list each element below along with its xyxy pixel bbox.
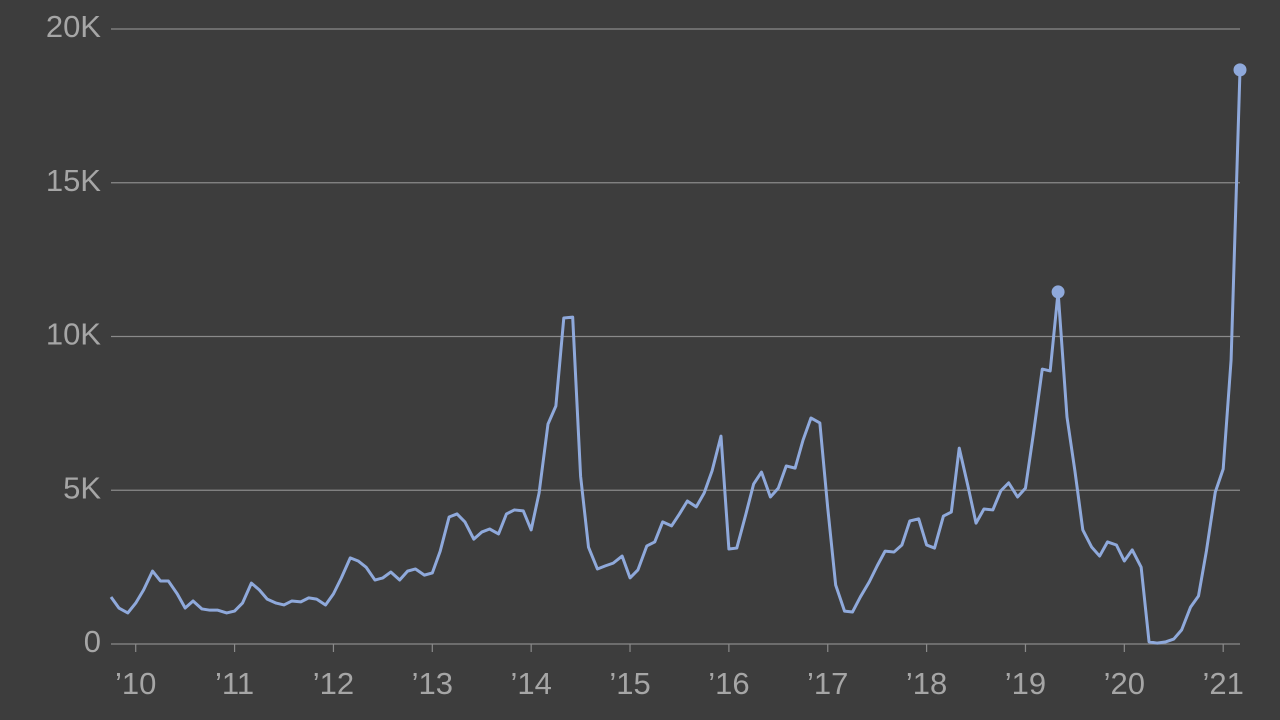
- x-tick-label: ’14: [510, 666, 551, 701]
- x-tick-label: ’19: [1005, 666, 1046, 701]
- y-tick-label: 20K: [46, 9, 101, 44]
- data-line: [109, 69, 1242, 645]
- x-tick-label: ’17: [807, 666, 848, 701]
- x-tick-label: ’15: [609, 666, 650, 701]
- point-marker: [1051, 285, 1065, 299]
- x-tick-label: ’18: [906, 666, 947, 701]
- y-tick-label: 10K: [46, 317, 101, 352]
- x-tick-label: ’21: [1203, 666, 1244, 701]
- x-tick-label: ’20: [1104, 666, 1145, 701]
- y-tick-label: 15K: [46, 163, 101, 198]
- point-marker: [1233, 63, 1247, 77]
- x-tick-label: ’16: [708, 666, 749, 701]
- y-tick-label: 5K: [63, 470, 101, 505]
- y-tick-label: 0: [84, 624, 101, 659]
- x-tick-label: ’10: [115, 666, 156, 701]
- x-tick-label: ’13: [412, 666, 453, 701]
- x-tick-label: ’11: [215, 666, 254, 701]
- x-tick-label: ’12: [313, 666, 354, 701]
